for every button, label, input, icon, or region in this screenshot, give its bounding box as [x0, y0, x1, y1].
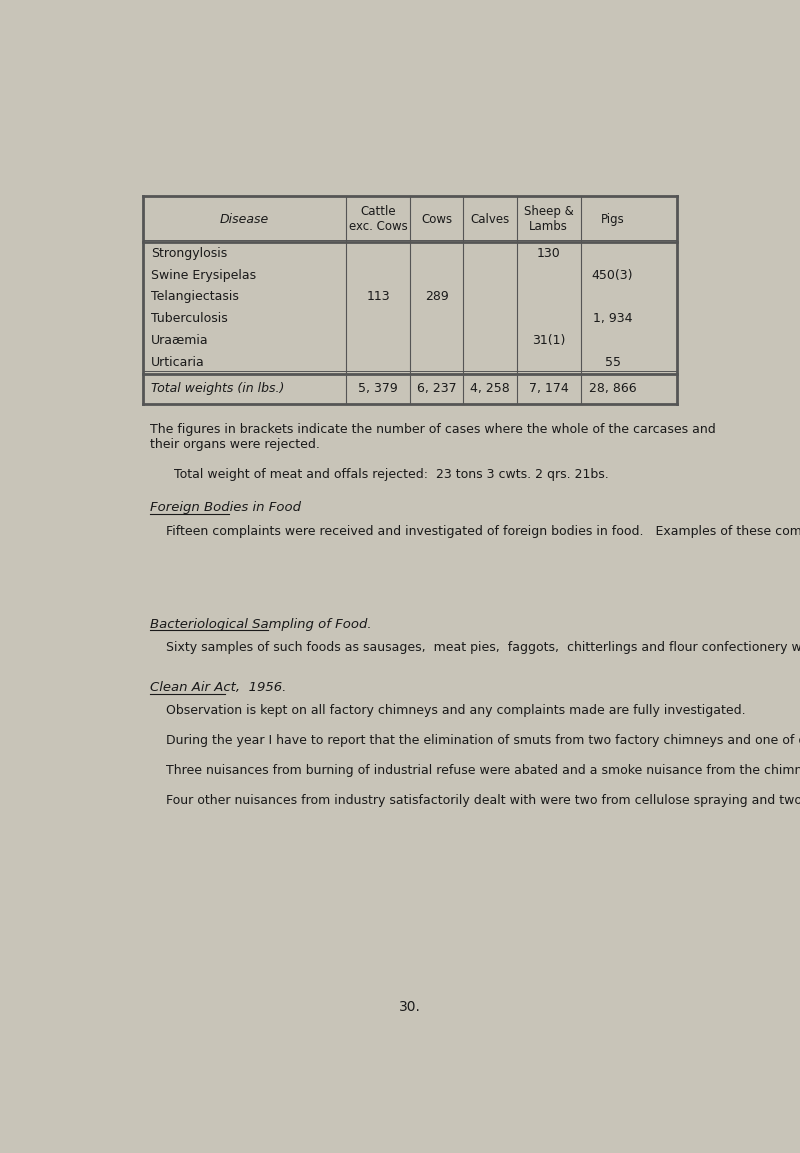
Text: 4, 258: 4, 258: [470, 383, 510, 395]
Text: Cows: Cows: [421, 212, 452, 226]
Text: 6, 237: 6, 237: [417, 383, 457, 395]
Text: Bacteriological Sampling of Food.: Bacteriological Sampling of Food.: [150, 618, 371, 631]
Text: 289: 289: [425, 291, 449, 303]
Text: Uraæmia: Uraæmia: [151, 334, 209, 347]
Text: 55: 55: [605, 356, 621, 369]
Text: Swine Erysipelas: Swine Erysipelas: [151, 269, 256, 281]
Text: Pigs: Pigs: [601, 212, 625, 226]
Text: Sixty samples of such foods as sausages,  meat pies,  faggots,  chitterlings and: Sixty samples of such foods as sausages,…: [150, 641, 800, 654]
Text: 28, 866: 28, 866: [589, 383, 637, 395]
Text: Urticaria: Urticaria: [151, 356, 205, 369]
Text: Observation is kept on all factory chimneys and any complaints made are fully in: Observation is kept on all factory chimn…: [150, 704, 800, 807]
Text: Disease: Disease: [220, 212, 270, 226]
Text: 5, 379: 5, 379: [358, 383, 398, 395]
Text: 7, 174: 7, 174: [529, 383, 569, 395]
Text: Foreign Bodies in Food: Foreign Bodies in Food: [150, 502, 301, 514]
Text: Total weights (in lbs.): Total weights (in lbs.): [151, 383, 284, 395]
Text: Total weight of meat and offals rejected:  23 tons 3 cwts. 2 qrs. 21bs.: Total weight of meat and offals rejected…: [174, 468, 609, 481]
Text: 1, 934: 1, 934: [593, 312, 632, 325]
Text: Strongylosis: Strongylosis: [151, 247, 227, 259]
Text: Sheep &
Lambs: Sheep & Lambs: [524, 205, 574, 233]
Text: The figures in brackets indicate the number of cases where the whole of the carc: The figures in brackets indicate the num…: [150, 423, 715, 451]
Text: Clean Air Act,  1956.: Clean Air Act, 1956.: [150, 681, 286, 694]
Text: Cattle
exc. Cows: Cattle exc. Cows: [349, 205, 407, 233]
Text: 450(3): 450(3): [592, 269, 634, 281]
Text: Tuberculosis: Tuberculosis: [151, 312, 227, 325]
Text: Calves: Calves: [470, 212, 510, 226]
Text: Fifteen complaints were received and investigated of foreign bodies in food.   E: Fifteen complaints were received and inv…: [150, 525, 800, 537]
Text: 113: 113: [366, 291, 390, 303]
Text: 31(1): 31(1): [532, 334, 566, 347]
Text: Telangiectasis: Telangiectasis: [151, 291, 238, 303]
Text: 130: 130: [537, 247, 561, 259]
Text: 30.: 30.: [399, 1000, 421, 1013]
